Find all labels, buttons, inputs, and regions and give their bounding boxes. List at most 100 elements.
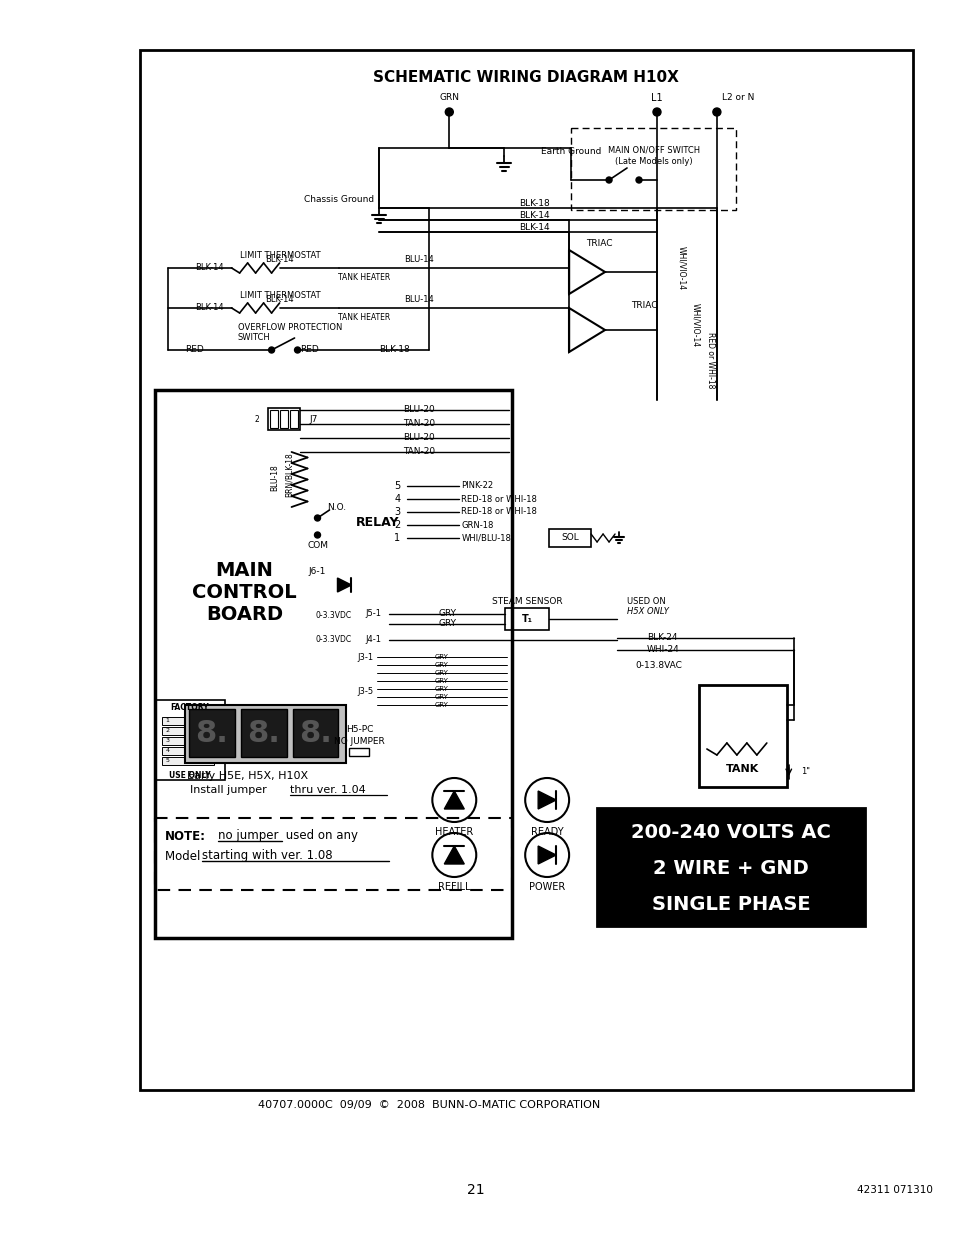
- Text: thru ver. 1.04: thru ver. 1.04: [290, 785, 365, 795]
- Text: BLK-14: BLK-14: [265, 295, 294, 305]
- Bar: [154, 818, 512, 890]
- Text: LIMIT THERMOSTAT: LIMIT THERMOSTAT: [239, 251, 320, 259]
- Polygon shape: [537, 790, 556, 809]
- Text: SOL: SOL: [560, 534, 578, 542]
- Text: WHI/BLU-18: WHI/BLU-18: [461, 534, 511, 542]
- Text: RED or WHI-18: RED or WHI-18: [705, 332, 715, 388]
- Text: TAN-20: TAN-20: [403, 420, 435, 429]
- Text: TANK HEATER: TANK HEATER: [338, 273, 390, 283]
- Circle shape: [314, 515, 320, 521]
- Text: TANK HEATER: TANK HEATER: [338, 314, 390, 322]
- Text: SINGLE PHASE: SINGLE PHASE: [651, 894, 809, 914]
- Text: RED: RED: [300, 346, 318, 354]
- Text: GRY: GRY: [437, 610, 456, 619]
- Circle shape: [269, 347, 274, 353]
- Text: TAN-20: TAN-20: [403, 447, 435, 457]
- Text: L2 or N: L2 or N: [721, 94, 754, 103]
- Text: GRN: GRN: [438, 94, 458, 103]
- Text: Model: Model: [165, 850, 204, 862]
- Text: 21: 21: [467, 1183, 484, 1197]
- Circle shape: [314, 532, 320, 538]
- Text: Earth Ground: Earth Ground: [540, 147, 601, 157]
- Text: used on any: used on any: [281, 830, 357, 842]
- Text: HEATER: HEATER: [435, 827, 473, 837]
- Text: 0-3.3VDC: 0-3.3VDC: [315, 636, 351, 645]
- Bar: [571, 128, 735, 210]
- Bar: [154, 390, 512, 939]
- Text: OVERFLOW PROTECTION: OVERFLOW PROTECTION: [237, 324, 341, 332]
- Text: BLK-14: BLK-14: [518, 222, 549, 231]
- Text: 8.: 8.: [247, 719, 280, 747]
- Text: J7: J7: [309, 415, 317, 424]
- Bar: [140, 49, 912, 1091]
- Text: WHI/VIO-14: WHI/VIO-14: [691, 303, 700, 347]
- Text: J6-1: J6-1: [309, 568, 326, 577]
- Text: 0-13.8VAC: 0-13.8VAC: [635, 661, 681, 669]
- Text: 8.: 8.: [195, 719, 228, 747]
- Bar: [185, 705, 346, 763]
- Text: MAIN
CONTROL
BOARD: MAIN CONTROL BOARD: [193, 561, 296, 624]
- Text: BLK-24: BLK-24: [646, 634, 677, 642]
- Text: 2 WIRE + GND: 2 WIRE + GND: [652, 858, 808, 878]
- Text: POWER: POWER: [529, 882, 565, 892]
- Bar: [279, 410, 287, 429]
- Bar: [162, 737, 213, 745]
- Bar: [290, 410, 297, 429]
- Polygon shape: [537, 846, 556, 864]
- Text: N.O.: N.O.: [327, 503, 346, 511]
- Text: H5X ONLY: H5X ONLY: [626, 608, 668, 616]
- Text: BLK-14: BLK-14: [265, 256, 294, 264]
- Text: RED-18 or WHI-18: RED-18 or WHI-18: [461, 494, 537, 504]
- Text: 40707.0000C  09/09  ©  2008  BUNN-O-MATIC CORPORATION: 40707.0000C 09/09 © 2008 BUNN-O-MATIC CO…: [258, 1100, 599, 1110]
- Text: starting with ver. 1.08: starting with ver. 1.08: [201, 850, 332, 862]
- Bar: [162, 747, 213, 755]
- Text: (Late Models only): (Late Models only): [615, 158, 692, 167]
- Text: GRY: GRY: [434, 662, 448, 668]
- Polygon shape: [337, 578, 351, 592]
- Text: REFILL: REFILL: [437, 882, 470, 892]
- Bar: [162, 718, 213, 725]
- Text: LIMIT THERMOSTAT: LIMIT THERMOSTAT: [239, 290, 320, 300]
- Text: COM: COM: [307, 541, 328, 551]
- Text: SCHEMATIC WIRING DIAGRAM H10X: SCHEMATIC WIRING DIAGRAM H10X: [373, 70, 679, 85]
- Bar: [189, 709, 234, 757]
- Text: MAIN ON/OFF SWITCH: MAIN ON/OFF SWITCH: [607, 146, 700, 154]
- Bar: [293, 709, 338, 757]
- Text: GRY: GRY: [434, 685, 448, 692]
- Text: 4: 4: [394, 494, 400, 504]
- Text: T₁: T₁: [521, 614, 532, 624]
- Text: PINK-22: PINK-22: [461, 482, 493, 490]
- Text: H5-PC: H5-PC: [345, 725, 373, 735]
- Text: FACTORY: FACTORY: [171, 704, 209, 713]
- Text: 5: 5: [394, 480, 400, 492]
- Text: TRIAC: TRIAC: [585, 238, 612, 247]
- Text: GRN-18: GRN-18: [461, 520, 493, 530]
- Text: RED-18 or WHI-18: RED-18 or WHI-18: [461, 508, 537, 516]
- Text: 200-240 VOLTS AC: 200-240 VOLTS AC: [630, 823, 830, 841]
- Text: Early H5E, H5X, H10X: Early H5E, H5X, H10X: [187, 771, 308, 781]
- Text: BLK-14: BLK-14: [195, 304, 224, 312]
- Text: J4-1: J4-1: [365, 636, 381, 645]
- Text: NO JUMPER: NO JUMPER: [334, 737, 384, 746]
- Bar: [162, 727, 213, 735]
- Circle shape: [445, 107, 453, 116]
- Text: 2: 2: [254, 415, 259, 424]
- Circle shape: [605, 177, 612, 183]
- Circle shape: [636, 177, 641, 183]
- Circle shape: [652, 107, 660, 116]
- Text: Install jumper: Install jumper: [190, 785, 270, 795]
- Text: TANK: TANK: [725, 764, 759, 774]
- Text: BLU-18: BLU-18: [270, 464, 279, 492]
- Text: 5: 5: [166, 758, 170, 763]
- Text: L1: L1: [651, 93, 662, 103]
- Text: J5-1: J5-1: [365, 610, 381, 619]
- Text: BLK-14: BLK-14: [195, 263, 224, 273]
- Bar: [267, 408, 299, 430]
- Text: 1": 1": [800, 767, 809, 777]
- Bar: [240, 709, 286, 757]
- Text: GRY: GRY: [434, 671, 448, 676]
- Text: 0-3.3VDC: 0-3.3VDC: [315, 611, 351, 620]
- Circle shape: [712, 107, 720, 116]
- Bar: [154, 700, 224, 781]
- Text: no jumper: no jumper: [217, 830, 278, 842]
